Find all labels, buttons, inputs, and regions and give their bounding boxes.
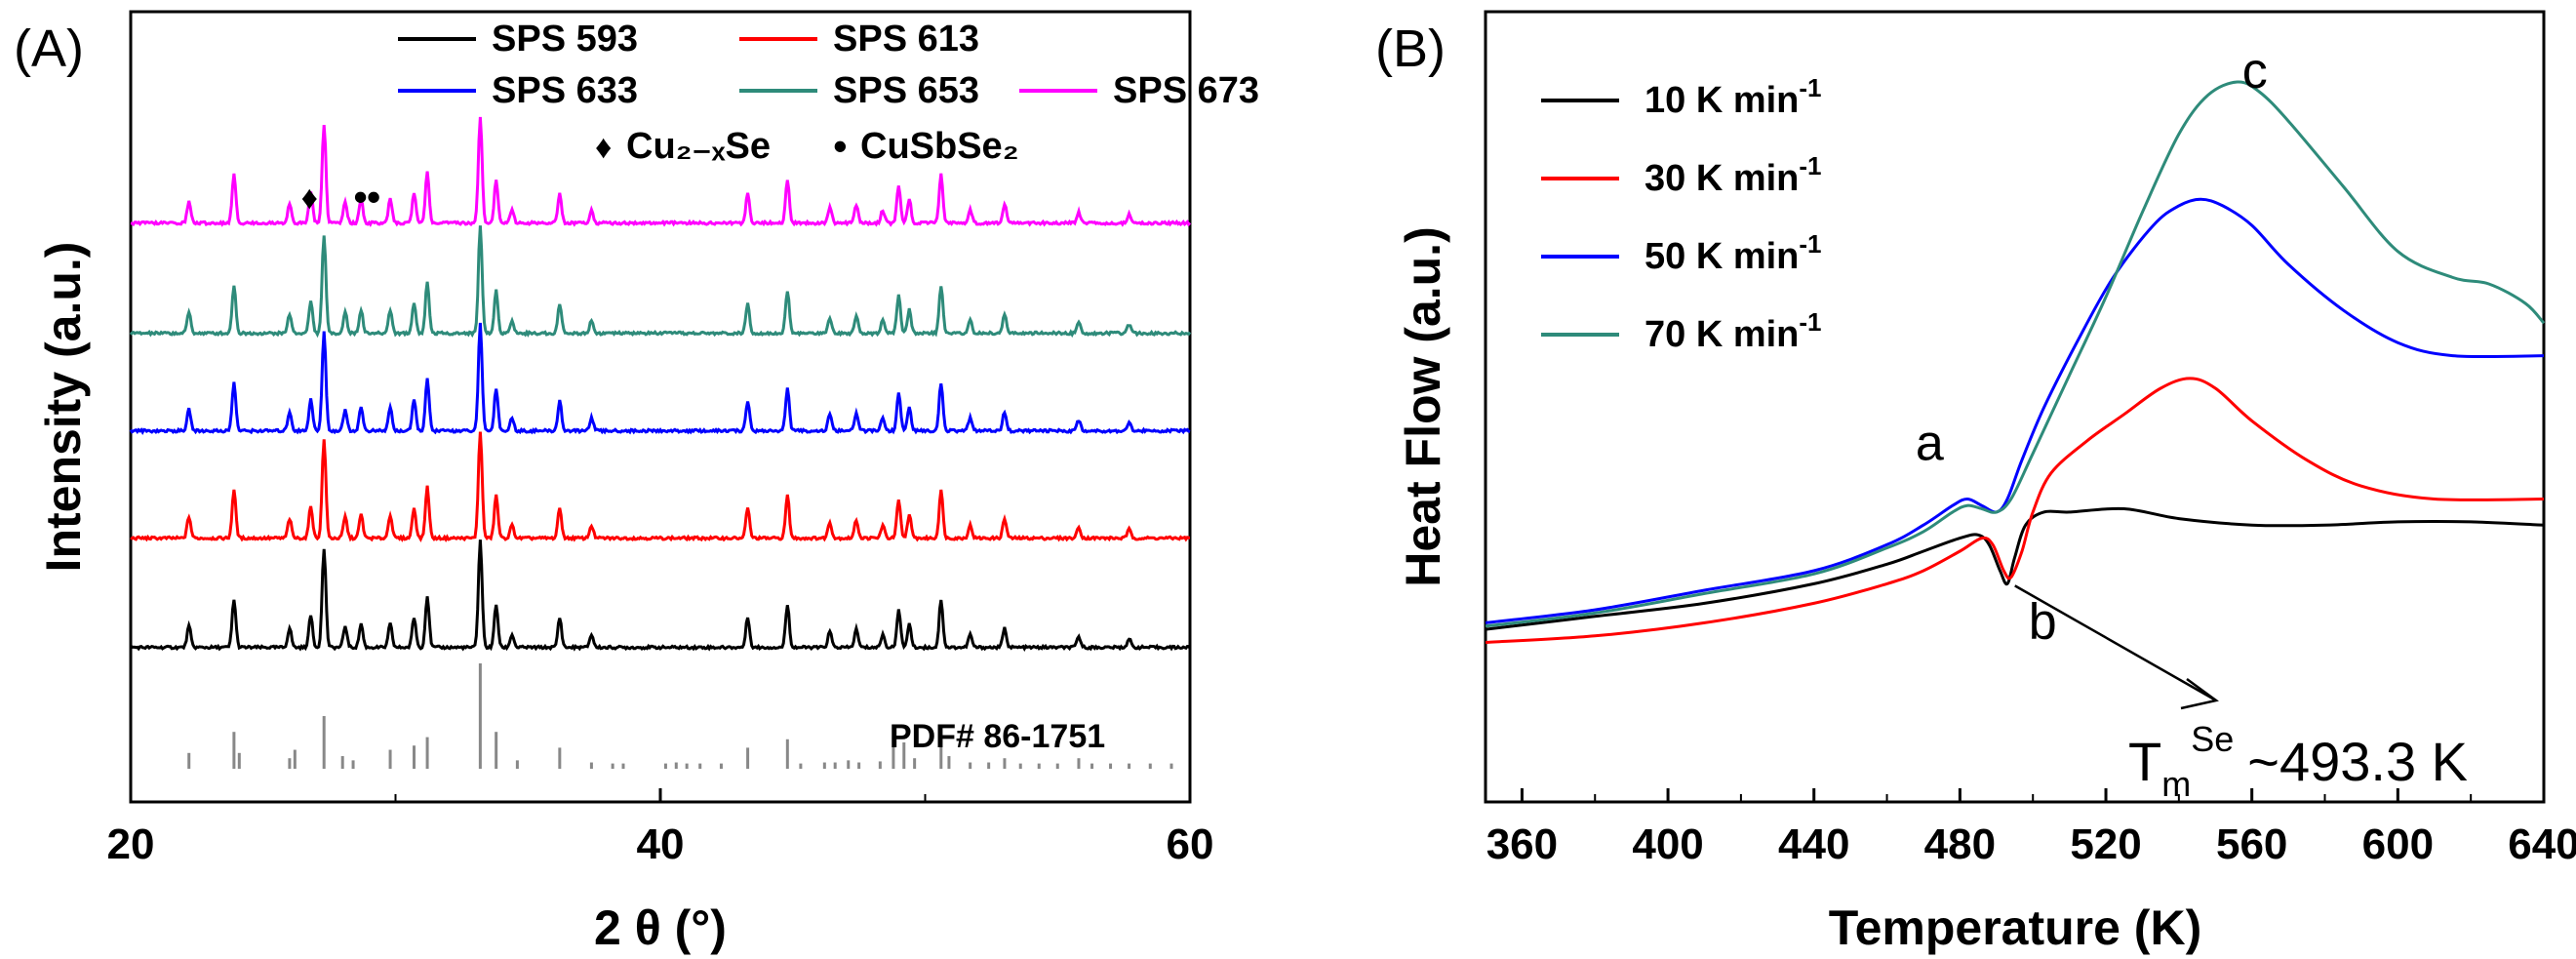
xrd-series-sps-613 <box>130 431 1190 543</box>
xrd-series-sps-593 <box>129 539 1192 653</box>
panel-b: (B) 10 K min-1 30 K min-1 50 K min-1 70 K m… <box>1375 10 2576 955</box>
x-tick-label-6: 600 <box>2362 820 2434 868</box>
legend: SPS 593 SPS 613 SPS 633 SPS 653 SPS 673 <box>398 19 1259 111</box>
y-axis-label: Intensity (a.u.) <box>36 242 91 573</box>
x-axis-label: 2 θ (°) <box>594 900 727 955</box>
dsc-series-2 <box>1485 197 2545 624</box>
legend-label-2: 50 K min-1 <box>1645 229 1822 277</box>
x-axis-ticks: 20 40 60 <box>107 788 1214 868</box>
xrd-series-sps-673 <box>130 116 1192 227</box>
legend-label-2: SPS 633 <box>492 70 638 111</box>
dsc-series-1 <box>1485 377 2545 644</box>
legend-label-3: 70 K min-1 <box>1645 307 1822 355</box>
dsc-series-3 <box>1485 80 2546 628</box>
x-tick-label-3: 480 <box>1924 820 1996 868</box>
x-tick-label-0: 360 <box>1486 820 1558 868</box>
legend-label-4: SPS 673 <box>1113 70 1259 111</box>
x-tick-label-0: 20 <box>107 820 155 868</box>
annotation-c: c <box>2242 43 2268 100</box>
legend-marker-cusbse2-symbol: • <box>833 123 848 169</box>
x-tick-label-1: 40 <box>637 820 685 868</box>
xrd-series-sps-653 <box>129 225 1192 339</box>
legend-marker-cu2xse-label: Cu₂₋ₓSe <box>626 126 771 167</box>
panel-a-label: (A) <box>14 20 84 78</box>
reference-pattern <box>187 663 1173 769</box>
legend-marker-cu2xse-symbol: ♦ <box>595 129 612 166</box>
tm-annotation: TmSe ~493.3 K <box>2128 719 2468 804</box>
panel-b-frame <box>1484 10 2546 804</box>
cusbse2-marker-1: • <box>367 174 381 220</box>
x-tick-label-2: 60 <box>1167 820 1214 868</box>
x-tick-label-4: 520 <box>2070 820 2141 868</box>
xrd-patterns <box>129 116 1192 653</box>
x-tick-label-2: 440 <box>1778 820 1849 868</box>
x-tick-label-5: 560 <box>2216 820 2287 868</box>
x-axis-label: Temperature (K) <box>1829 900 2201 955</box>
legend-marker-cusbse2-label: CuSbSe₂ <box>860 126 1019 167</box>
x-tick-label-1: 400 <box>1632 820 1703 868</box>
legend-label-3: SPS 653 <box>833 70 979 111</box>
x-axis-ticks: 360 400 440 480 520 560 600 640 <box>1486 788 2576 868</box>
dsc-curves <box>1485 80 2546 644</box>
phase-markers: ♦ ••♦ Cu₂₋ₓSe • CuSbSe₂ <box>301 123 1019 220</box>
tm-arrow <box>2014 584 2217 702</box>
legend: 10 K min-1 30 K min-1 50 K min-1 70 K min-1 <box>1541 73 1822 355</box>
x-tick-label-7: 640 <box>2508 820 2576 868</box>
legend-label-1: SPS 613 <box>833 19 979 60</box>
legend-label-0: SPS 593 <box>492 19 638 60</box>
cusbse2-marker-0: • <box>353 174 368 220</box>
annotation-a: a <box>1916 416 1944 472</box>
reference-label: PDF# 86-1751 <box>890 718 1105 755</box>
dsc-series-0 <box>1485 506 2545 631</box>
legend-label-0: 10 K min-1 <box>1645 73 1822 121</box>
y-axis-label: Heat Flow (a.u.) <box>1396 226 1450 586</box>
cu2xse-marker-0: ♦ <box>301 180 318 217</box>
legend-label-1: 30 K min-1 <box>1645 151 1822 199</box>
panel-a: (A) ♦ ••♦ Cu₂₋ₓSe • CuSbSe₂ SPS 593 SPS 613SP… <box>14 10 1259 955</box>
panel-b-label: (B) <box>1375 20 1446 78</box>
xrd-series-sps-633 <box>129 322 1191 436</box>
tm-arrow-head <box>2180 677 2219 710</box>
